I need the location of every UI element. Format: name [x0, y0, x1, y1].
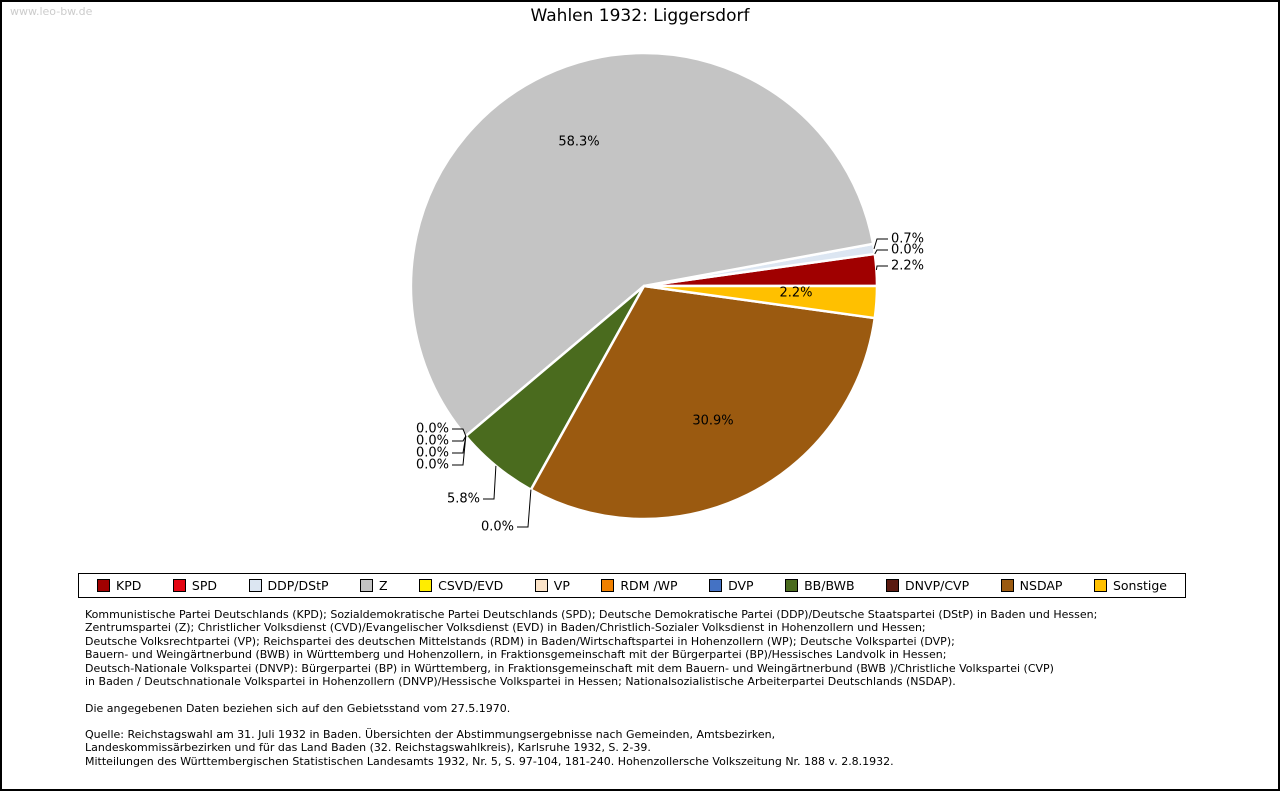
- legend-label: NSDAP: [1019, 578, 1063, 593]
- note-line: Zentrumspartei (Z); Christlicher Volksdi…: [85, 621, 926, 635]
- legend-label: RDM /WP: [620, 578, 678, 593]
- legend-swatch-z: [360, 579, 374, 592]
- legend-swatch-dvp: [709, 579, 723, 592]
- note-line: Deutsche Volksrechtpartei (VP); Reichspa…: [85, 634, 955, 648]
- source-line: Mitteilungen des Württembergischen Stati…: [85, 754, 894, 768]
- pie-slice-nsdap: [529, 284, 877, 521]
- pie-percent-label-dvp: 0.0%: [416, 458, 449, 473]
- legend-item-csvd-evd: CSVD/EVD: [419, 578, 503, 593]
- legend-item-dnvp-cvp: DNVP/CVP: [886, 578, 969, 593]
- legend-label: KPD: [116, 578, 142, 593]
- pie-percent-label-csvd-evd: 0.0%: [416, 422, 449, 437]
- legend-swatch-csvd-evd: [419, 579, 433, 592]
- legend: KPD SPD DDP/DStP Z CSVD/EVD VP RDM /WP D…: [78, 573, 1186, 598]
- pie-chart: 2.2%0.0%0.7%58.3%0.0%0.0%0.0%0.0%5.8%0.0…: [409, 51, 924, 535]
- pie-percent-label-vp: 0.0%: [416, 434, 449, 449]
- territorial-note: Die angegebenen Daten beziehen sich auf …: [85, 702, 1248, 715]
- legend-swatch-vp: [534, 579, 548, 592]
- source-line: Quelle: Reichstagswahl am 31. Juli 1932 …: [85, 727, 776, 741]
- legend-label: DNVP/CVP: [905, 578, 970, 593]
- legend-swatch-kpd: [97, 579, 110, 592]
- pie-leader-line-bb-bwb: [483, 465, 497, 500]
- pie-leader-line-vp: [452, 435, 467, 442]
- pie-leader-line-dvp: [452, 436, 467, 466]
- pie-leader-line-spd: [874, 249, 888, 255]
- legend-item-rdm-wp: RDM /WP: [601, 578, 678, 593]
- pie-slice-sonstige: [643, 284, 879, 320]
- legend-swatch-sonstige: [1093, 579, 1107, 592]
- pie-leader-line-ddp-dstp: [873, 238, 888, 250]
- legend-label: Z: [379, 578, 388, 593]
- source-line: Landeskommissärbezirken und für das Land…: [85, 741, 651, 755]
- pie-percent-label-rdm-wp: 0.0%: [416, 446, 449, 461]
- legend-item-kpd: KPD: [97, 578, 141, 593]
- watermark: www.leo-bw.de: [10, 5, 93, 18]
- legend-item-nsdap: NSDAP: [1000, 578, 1063, 593]
- pie-percent-label-kpd: 2.2%: [891, 259, 924, 274]
- legend-swatch-spd: [172, 579, 186, 592]
- pie-percent-label-spd: 0.0%: [891, 243, 924, 258]
- pie-percent-label-dnvp-cvp: 0.0%: [481, 520, 514, 535]
- note-line: Kommunistische Partei Deutschlands (KPD)…: [85, 608, 1098, 621]
- pie-percent-label-z: 58.3%: [558, 135, 599, 150]
- legend-label: BB/BWB: [804, 578, 855, 593]
- legend-label: DDP/DStP: [267, 578, 329, 593]
- legend-swatch-dnvp-cvp: [886, 579, 900, 592]
- legend-label: SPD: [191, 578, 217, 593]
- legend-swatch-bb-bwb: [785, 579, 799, 592]
- legend-swatch-ddp-dstp: [248, 579, 262, 592]
- legend-item-spd: SPD: [172, 578, 217, 593]
- page-title: Wahlen 1932: Liggersdorf: [530, 6, 750, 26]
- legend-item-sonstige: Sonstige: [1093, 578, 1167, 593]
- legend-item-ddp-dstp: DDP/DStP: [248, 578, 329, 593]
- legend-item-bb-bwb: BB/BWB: [785, 578, 855, 593]
- legend-label: DVP: [728, 578, 754, 593]
- legend-swatch-nsdap: [1000, 579, 1014, 592]
- pie-percent-label-ddp-dstp: 0.7%: [891, 232, 924, 247]
- legend-item-z: Z: [360, 578, 388, 593]
- party-descriptions: Kommunistische Partei Deutschlands (KPD)…: [85, 608, 1248, 688]
- note-line: Die angegebenen Daten beziehen sich auf …: [85, 702, 511, 716]
- note-line: Bauern- und Weingärtnerbund (BWB) in Wür…: [85, 648, 947, 662]
- pie-leader-line-dnvp-cvp: [517, 489, 532, 528]
- pie-percent-label-nsdap: 30.9%: [692, 414, 733, 429]
- pie-slice-z: [409, 51, 875, 438]
- source-citation: Quelle: Reichstagswahl am 31. Juli 1932 …: [85, 728, 1248, 768]
- pie-leader-line-csvd-evd: [452, 428, 467, 437]
- notes: Kommunistische Partei Deutschlands (KPD)…: [85, 608, 1248, 768]
- legend-label: VP: [553, 578, 570, 593]
- pie-leader-line-kpd: [875, 265, 888, 270]
- legend-item-dvp: DVP: [709, 578, 754, 593]
- pie-percent-label-bb-bwb: 5.8%: [447, 492, 480, 507]
- legend-swatch-rdm-wp: [601, 579, 615, 592]
- legend-item-vp: VP: [534, 578, 570, 593]
- pie-leader-line-rdm-wp: [452, 436, 467, 454]
- note-line: Deutsch-Nationale Volkspartei (DNVP): Bü…: [85, 661, 1054, 675]
- legend-label: Sonstige: [1112, 578, 1167, 593]
- note-line: in Baden / Deutschnationale Volkspartei …: [85, 675, 956, 689]
- pie-percent-label-sonstige: 2.2%: [779, 286, 812, 301]
- legend-label: CSVD/EVD: [438, 578, 504, 593]
